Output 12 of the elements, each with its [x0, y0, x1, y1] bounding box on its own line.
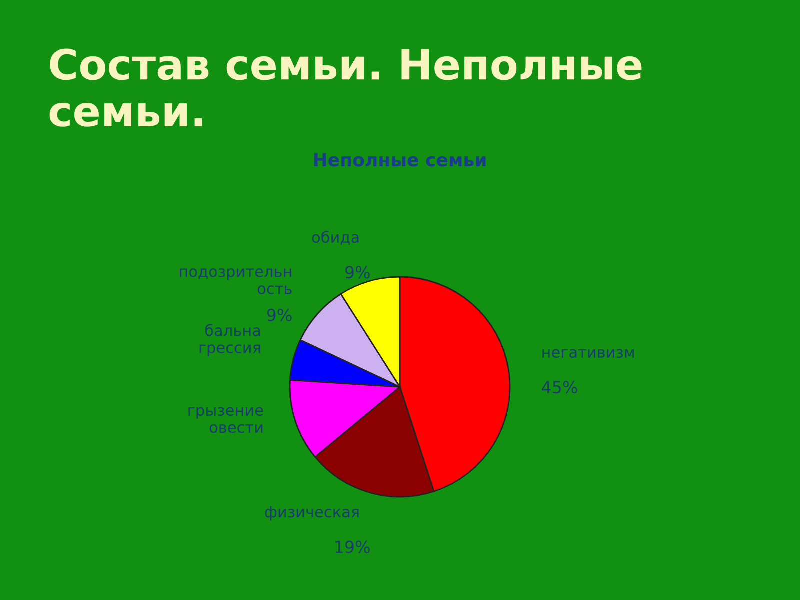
- chart-title: Состав семьи. Неполные семьи.: [50, 48, 642, 127]
- data-label: 19%: [336, 540, 370, 554]
- slice-label: обида: [312, 231, 359, 246]
- data-label: 9%: [345, 266, 370, 279]
- data-label: 45%: [542, 381, 578, 394]
- chart-subtitle: Неполные семьи: [314, 153, 486, 167]
- slice-label: негативизм: [542, 349, 634, 358]
- slice-label: подозрительн ость: [180, 268, 292, 294]
- slice-label: бальна грессия: [200, 324, 260, 356]
- slice-label: грызение овести: [188, 407, 264, 434]
- slice-label: физическая: [265, 506, 359, 521]
- data-label: 9%: [267, 308, 292, 322]
